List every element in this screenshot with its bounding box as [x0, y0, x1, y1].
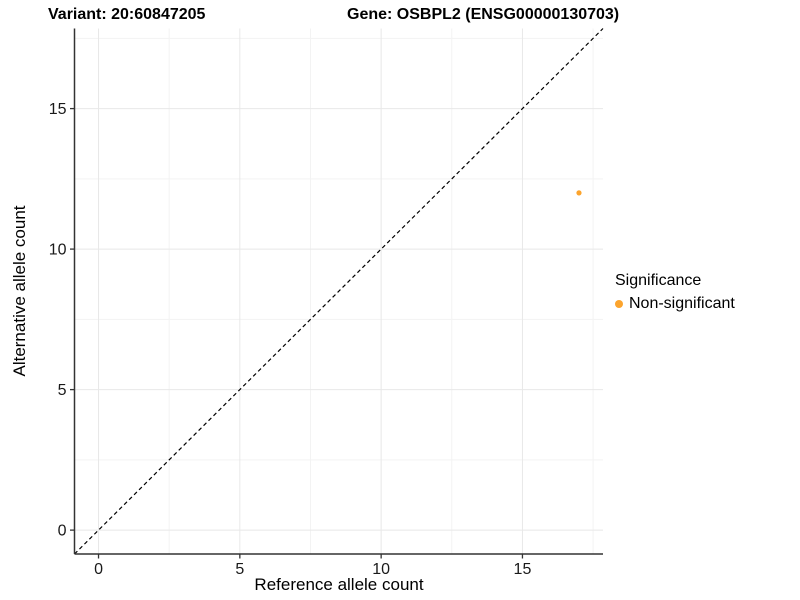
legend: Significance Non-significant [615, 272, 735, 313]
legend-point-icon [615, 300, 623, 308]
y-tick-label: 5 [58, 382, 67, 399]
plot-title-variant: Variant: 20:60847205 [48, 6, 206, 23]
x-tick-label: 0 [94, 561, 103, 578]
y-tick-label: 15 [49, 101, 67, 118]
x-tick-label: 5 [235, 561, 244, 578]
legend-item: Non-significant [615, 295, 735, 313]
x-tick-label: 15 [514, 561, 532, 578]
x-axis-label: Reference allele count [254, 575, 424, 594]
y-axis-label: Alternative allele count [10, 205, 29, 377]
y-tick-label: 0 [58, 523, 67, 540]
x-tick-label: 10 [372, 561, 390, 578]
y-tick-label: 10 [49, 242, 67, 259]
identity-line [74, 28, 604, 555]
legend-title: Significance [615, 272, 702, 289]
plot-title-gene: Gene: OSBPL2 (ENSG00000130703) [347, 6, 620, 23]
legend-item-label: Non-significant [629, 295, 735, 312]
data-point [576, 190, 582, 196]
